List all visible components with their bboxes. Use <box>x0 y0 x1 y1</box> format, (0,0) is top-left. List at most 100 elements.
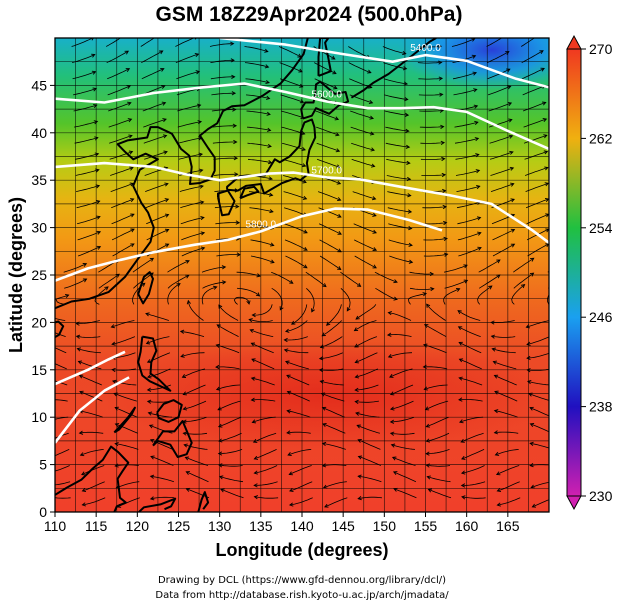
streamline <box>216 344 240 354</box>
streamline-arrowhead <box>538 33 542 36</box>
colorbar-tick-label: 230 <box>589 488 613 504</box>
streamline <box>80 449 104 456</box>
streamline-arrowhead <box>185 471 190 475</box>
streamline <box>180 352 205 357</box>
streamline <box>459 377 483 386</box>
streamline-arrowhead <box>336 164 341 169</box>
streamline-arrowhead <box>181 374 187 378</box>
streamline-arrowhead <box>149 496 155 501</box>
streamline <box>254 465 278 474</box>
streamline-arrowhead <box>75 321 80 326</box>
streamline <box>420 142 445 144</box>
streamline-arrowhead <box>149 474 155 479</box>
streamline-arrowhead <box>230 41 235 46</box>
streamline <box>252 416 276 423</box>
streamline-arrowhead <box>161 101 167 106</box>
streamline-arrowhead <box>162 118 167 123</box>
streamline-arrowhead <box>477 246 482 251</box>
streamline <box>98 273 120 289</box>
streamline-arrowhead <box>455 287 461 292</box>
streamline <box>74 137 98 144</box>
streamline <box>385 126 409 132</box>
streamline-arrowhead <box>230 58 235 63</box>
y-tick-label: 40 <box>31 125 47 141</box>
streamline-arrowhead <box>96 200 101 205</box>
streamline-arrowhead <box>286 430 291 435</box>
streamline-arrowhead <box>164 228 170 233</box>
streamline-arrowhead <box>493 409 499 414</box>
streamline-arrowhead <box>159 50 164 55</box>
streamline <box>319 239 342 253</box>
streamline-arrowhead <box>458 341 463 346</box>
streamline <box>82 481 105 492</box>
streamline-arrowhead <box>46 439 50 442</box>
streamline <box>284 239 308 251</box>
streamline-arrowhead <box>442 204 448 210</box>
colorbar-top-arrow <box>566 34 582 50</box>
streamline-arrowhead <box>303 264 308 269</box>
streamline <box>246 110 271 115</box>
streamline <box>457 217 481 225</box>
streamline-arrowhead <box>493 430 499 435</box>
streamline-arrowhead <box>427 488 433 493</box>
streamline <box>237 287 260 297</box>
streamline <box>531 481 549 488</box>
streamline-arrowhead <box>176 283 181 287</box>
streamline-arrowhead <box>406 160 411 166</box>
streamline <box>352 191 376 200</box>
streamline <box>250 329 274 337</box>
colorbar-bottom-arrow <box>566 495 582 511</box>
streamline <box>322 423 346 434</box>
y-tick-label: 10 <box>31 409 47 425</box>
streamline <box>167 274 189 289</box>
streamline <box>354 336 378 348</box>
streamline-arrowhead <box>302 195 308 200</box>
y-tick-label: 35 <box>31 172 47 188</box>
streamline-arrowhead <box>460 483 466 488</box>
streamline-arrowhead <box>150 455 155 460</box>
streamline <box>461 432 484 443</box>
streamline-arrowhead <box>95 184 101 189</box>
streamline-arrowhead <box>403 81 409 86</box>
height-contours: 5400.0 5600.0 5700.0 5800.0 <box>55 38 549 444</box>
streamline <box>283 191 307 200</box>
streamline <box>393 488 417 499</box>
streamline-arrowhead <box>460 438 465 443</box>
streamline-arrowhead <box>110 324 115 329</box>
streamline-arrowhead <box>266 127 272 132</box>
streamline <box>146 214 169 225</box>
streamline <box>219 476 244 483</box>
streamline-arrowhead <box>218 475 224 480</box>
streamline <box>218 416 242 428</box>
streamline-arrowhead <box>265 79 270 85</box>
streamline-arrowhead <box>130 198 135 203</box>
streamline <box>180 217 204 225</box>
streamline <box>497 497 521 506</box>
streamline <box>523 134 547 144</box>
streamline-arrowhead <box>249 328 254 333</box>
streamline-arrowhead <box>299 83 304 88</box>
streamline <box>76 216 101 225</box>
streamline <box>487 85 511 96</box>
streamline-arrowhead <box>200 215 205 221</box>
streamline-arrowhead <box>114 406 119 411</box>
streamline-arrowhead <box>407 209 413 214</box>
streamline <box>390 384 414 395</box>
streamline <box>71 38 94 47</box>
x-tick-label: 155 <box>414 518 438 534</box>
streamline <box>355 412 380 418</box>
streamline-arrowhead <box>429 271 435 277</box>
streamline-arrowhead <box>405 144 411 149</box>
streamline <box>409 287 434 290</box>
streamline <box>106 38 122 47</box>
coast-taiwan <box>137 271 154 305</box>
streamline <box>244 62 269 68</box>
streamline-arrowhead <box>437 44 443 49</box>
streamline-arrowhead <box>184 456 190 461</box>
streamline-arrowhead <box>162 134 168 139</box>
streamline <box>319 352 343 359</box>
streamline <box>201 286 217 305</box>
streamline <box>145 183 169 192</box>
streamline <box>289 465 312 475</box>
coast-halmahera <box>197 491 210 512</box>
